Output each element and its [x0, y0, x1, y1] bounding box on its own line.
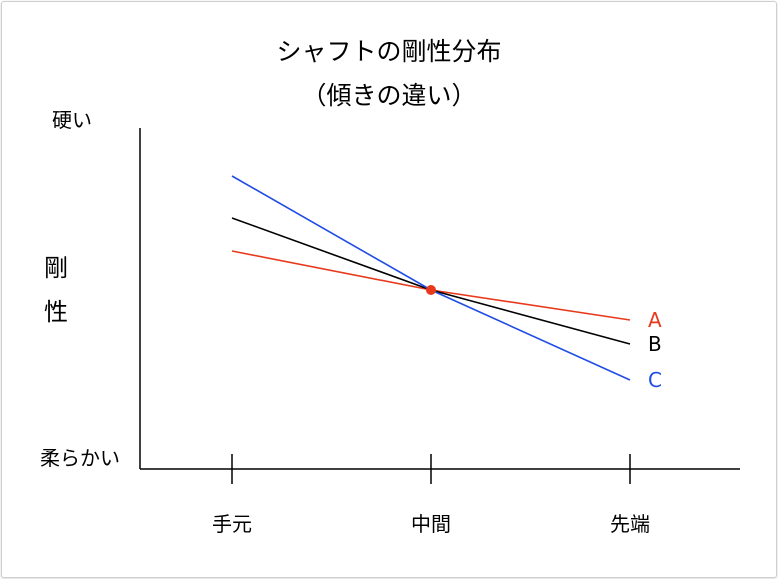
series-line-b	[231, 217, 631, 345]
markers	[426, 285, 436, 295]
series-labels: ABC	[648, 308, 662, 392]
series-label-c: C	[648, 368, 662, 392]
x-tick-labels: 手元 中間 先端	[212, 512, 650, 536]
chart-subtitle: （傾きの違い）	[301, 81, 476, 110]
series-label-a: A	[648, 308, 662, 332]
chart-title: シャフトの剛性分布	[276, 37, 501, 66]
series-label-b: B	[648, 332, 662, 356]
y-axis-label: 剛性	[44, 254, 68, 326]
y-top-label: 硬い	[52, 108, 92, 132]
intersection-point	[426, 285, 436, 295]
axes	[139, 128, 740, 484]
series-lines	[231, 175, 631, 381]
y-bottom-label: 柔らかい	[40, 446, 120, 470]
x-tick-label-2: 中間	[411, 512, 451, 536]
series-line-c	[231, 175, 631, 381]
x-tick-label-1: 手元	[212, 512, 252, 536]
x-tick-label-3: 先端	[610, 512, 650, 536]
